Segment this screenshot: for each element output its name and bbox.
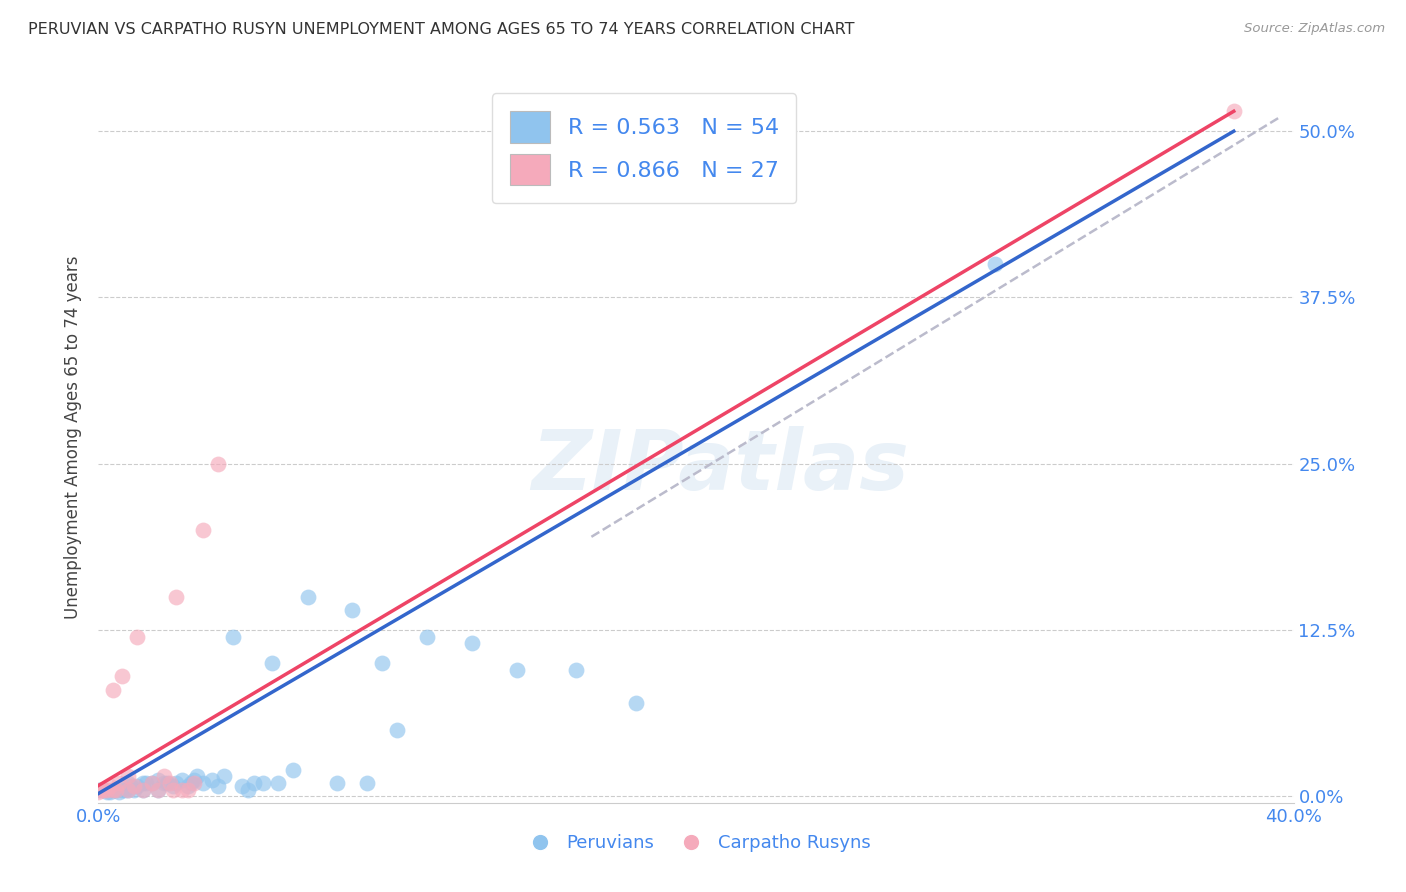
Point (165, 776, 187, 790)
Y-axis label: Unemployment Among Ages 65 to 74 years: Unemployment Among Ages 65 to 74 years (65, 255, 83, 619)
Point (172, 782, 194, 797)
Point (132, 782, 155, 797)
Point (1223, 104, 1246, 119)
Point (124, 782, 146, 797)
Point (132, 776, 155, 790)
Point (236, 782, 259, 797)
Point (243, 776, 266, 790)
Point (191, 776, 214, 790)
Point (212, 769, 235, 783)
Point (148, 782, 170, 797)
Point (117, 782, 139, 797)
Point (103, 782, 125, 797)
Point (153, 769, 176, 783)
Point (120, 779, 142, 793)
Point (108, 785, 131, 799)
Point (141, 776, 163, 790)
Point (207, 457, 229, 471)
Point (96, 785, 118, 799)
Point (141, 776, 163, 790)
Point (162, 779, 184, 793)
Point (111, 782, 134, 797)
Point (135, 776, 157, 790)
Point (127, 779, 149, 793)
Point (105, 782, 128, 797)
Point (172, 773, 194, 788)
Text: Source: ZipAtlas.com: Source: ZipAtlas.com (1244, 22, 1385, 36)
Point (162, 782, 184, 797)
Point (117, 769, 139, 783)
Point (90, 782, 112, 797)
Text: PERUVIAN VS CARPATHO RUSYN UNEMPLOYMENT AMONG AGES 65 TO 74 YEARS CORRELATION CH: PERUVIAN VS CARPATHO RUSYN UNEMPLOYMENT … (28, 22, 855, 37)
Text: ZIPatlas: ZIPatlas (531, 425, 908, 507)
Point (177, 779, 200, 793)
Point (103, 682, 125, 697)
Point (103, 782, 125, 797)
Point (148, 782, 170, 797)
Point (87, 782, 110, 797)
Point (626, 696, 648, 710)
Point (108, 776, 131, 790)
Point (165, 590, 187, 604)
Point (183, 773, 205, 788)
Point (177, 782, 200, 797)
Point (186, 769, 208, 783)
Point (111, 669, 134, 683)
Point (297, 590, 319, 604)
Point (461, 636, 484, 650)
Point (96, 782, 118, 797)
Point (207, 779, 229, 793)
Point (156, 776, 179, 790)
Point (506, 663, 529, 677)
Point (260, 656, 283, 670)
Point (153, 776, 176, 790)
Point (342, 603, 364, 617)
Point (132, 782, 155, 797)
Point (87, 785, 110, 799)
Point (93, 782, 115, 797)
Point (191, 523, 214, 537)
Point (148, 773, 170, 788)
Point (201, 773, 224, 788)
Point (252, 776, 274, 790)
Point (371, 656, 394, 670)
Point (105, 782, 128, 797)
Point (356, 776, 378, 790)
Point (93, 782, 115, 797)
Point (281, 763, 304, 777)
Point (127, 630, 149, 644)
Point (222, 630, 245, 644)
Point (385, 723, 409, 737)
Point (117, 776, 139, 790)
Point (124, 779, 146, 793)
Point (98, 785, 122, 799)
Point (183, 776, 205, 790)
Point (90, 782, 112, 797)
Point (114, 782, 136, 797)
Point (117, 782, 139, 797)
Point (565, 663, 588, 677)
Legend: Peruvians, Carpatho Rusyns: Peruvians, Carpatho Rusyns (515, 827, 877, 860)
Point (416, 630, 439, 644)
Point (326, 776, 349, 790)
Point (984, 257, 1007, 271)
Point (267, 776, 290, 790)
Point (180, 776, 202, 790)
Point (159, 776, 181, 790)
Point (98, 779, 122, 793)
Point (231, 779, 253, 793)
